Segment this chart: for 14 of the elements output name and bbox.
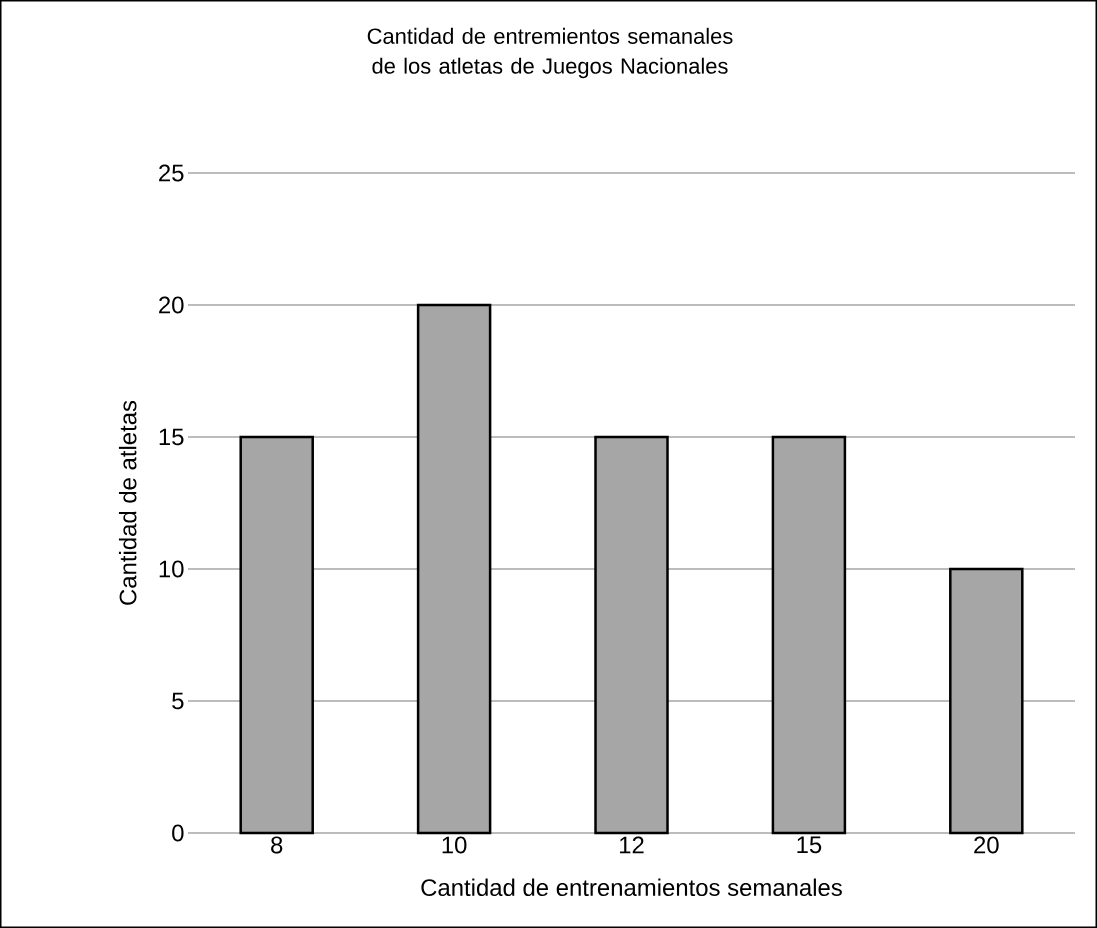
y-axis-title: Cantidad de atletas: [118, 400, 137, 605]
y-tick-label: 25: [159, 164, 184, 182]
x-tick-label: 20: [974, 836, 999, 854]
x-tick-label: 10: [442, 836, 467, 854]
chart-title: Cantidad de entremientos semanales de los atletas de Juegos Nacionales: [367, 27, 733, 79]
y-tick-label: 0: [172, 824, 184, 842]
y-tick-label: 15: [159, 428, 184, 446]
x-tick-label: 8: [271, 836, 283, 854]
x-axis-title: Cantidad de entrenamientos semanales: [421, 878, 842, 897]
x-tick-label: 15: [797, 836, 822, 854]
y-tick-label: 5: [172, 692, 184, 710]
y-tick-label: 20: [159, 296, 184, 314]
x-tick-label: 12: [620, 836, 644, 854]
y-tick-label: 10: [159, 560, 184, 578]
